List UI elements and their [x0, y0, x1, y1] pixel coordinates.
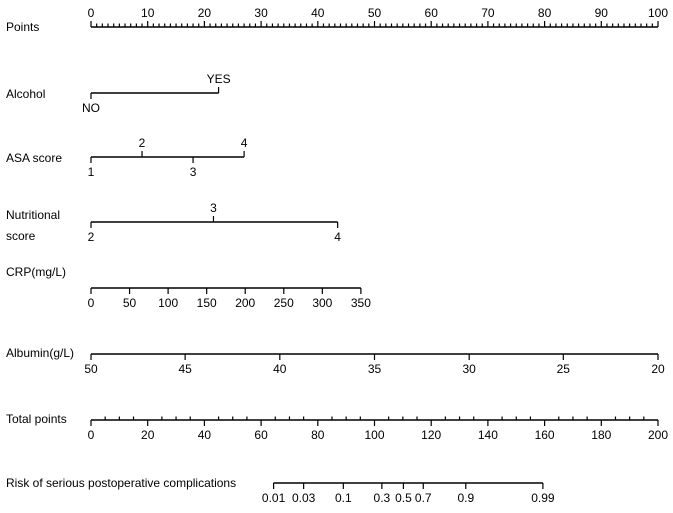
tick-label-points: 90: [595, 6, 609, 20]
tick-label-points: 10: [141, 6, 155, 20]
tick-label-crp: 0: [88, 296, 95, 310]
tick-label-crp: 250: [274, 296, 294, 310]
tick-label-total: 0: [88, 428, 95, 442]
tick-label-albumin: 45: [178, 362, 192, 376]
tick-label-alcohol: YES: [207, 72, 231, 86]
tick-label-total: 60: [254, 428, 268, 442]
row-label-crp: CRP(mg/L): [6, 265, 66, 279]
tick-label-total: 180: [591, 428, 611, 442]
tick-label-crp: 300: [312, 296, 332, 310]
tick-label-total: 160: [535, 428, 555, 442]
row-label-albumin: Albumin(g/L): [6, 346, 74, 360]
tick-label-crp: 350: [351, 296, 371, 310]
row-label-asa: ASA score: [6, 151, 62, 165]
row-label-risk: Risk of serious postoperative complicati…: [6, 476, 236, 490]
row-label-total: Total points: [6, 412, 67, 426]
tick-label-albumin: 35: [368, 362, 382, 376]
tick-label-asa: 4: [241, 136, 248, 150]
tick-label-risk: 0.99: [531, 491, 555, 505]
tick-label-points: 0: [88, 6, 95, 20]
tick-label-risk: 0.3: [374, 491, 391, 505]
tick-label-total: 20: [141, 428, 155, 442]
tick-label-albumin: 50: [84, 362, 98, 376]
tick-label-risk: 0.01: [262, 491, 286, 505]
tick-label-points: 20: [198, 6, 212, 20]
row-label-points: Points: [6, 20, 39, 34]
tick-label-nutrition: 3: [210, 201, 217, 215]
tick-label-albumin: 30: [463, 362, 477, 376]
tick-label-points: 40: [311, 6, 325, 20]
tick-label-crp: 150: [197, 296, 217, 310]
tick-label-crp: 50: [123, 296, 137, 310]
tick-label-total: 120: [421, 428, 441, 442]
tick-label-risk: 0.9: [457, 491, 474, 505]
row-label-nutrition: score: [6, 229, 36, 243]
tick-label-crp: 100: [158, 296, 178, 310]
row-asa: ASA score 1 2 3 4: [6, 136, 248, 179]
tick-label-risk: 0.7: [415, 491, 432, 505]
row-crp: CRP(mg/L) 0 50 100 150 200 250 300 350: [6, 265, 371, 310]
row-label-alcohol: Alcohol: [6, 87, 45, 101]
tick-label-asa: 1: [88, 165, 95, 179]
row-albumin: Albumin(g/L) 50 45 40 35 30 25 20: [6, 346, 665, 376]
tick-label-nutrition: 2: [88, 230, 95, 244]
row-risk: Risk of serious postoperative complicati…: [6, 476, 555, 505]
row-points: Points 0 10 20 30 40 50 60 70 80 90 100: [6, 6, 668, 34]
tick-label-albumin: 20: [651, 362, 665, 376]
tick-label-asa: 3: [190, 165, 197, 179]
tick-label-total: 140: [478, 428, 498, 442]
tick-label-total: 200: [648, 428, 668, 442]
tick-label-points: 50: [368, 6, 382, 20]
tick-label-albumin: 25: [557, 362, 571, 376]
tick-label-points: 80: [538, 6, 552, 20]
tick-label-asa: 2: [139, 136, 146, 150]
tick-label-crp: 200: [235, 296, 255, 310]
tick-label-total: 80: [311, 428, 325, 442]
tick-label-points: 100: [648, 6, 668, 20]
tick-label-points: 30: [254, 6, 268, 20]
row-nutrition: Nutritional score 2 3 4: [6, 201, 341, 244]
tick-label-risk: 0.03: [292, 491, 316, 505]
tick-label-nutrition: 4: [334, 230, 341, 244]
row-alcohol: Alcohol NO YES: [6, 72, 231, 115]
tick-label-total: 40: [198, 428, 212, 442]
row-label-nutrition: Nutritional: [6, 208, 60, 222]
tick-label-albumin: 40: [273, 362, 287, 376]
tick-label-risk: 0.1: [335, 491, 352, 505]
tick-label-points: 70: [481, 6, 495, 20]
tick-label-total: 100: [364, 428, 384, 442]
tick-label-alcohol: NO: [82, 101, 100, 115]
tick-label-points: 60: [425, 6, 439, 20]
tick-label-risk: 0.5: [395, 491, 412, 505]
row-total: Total points 0 20 40 60 80 100 120 140 160 180 200: [6, 412, 668, 442]
